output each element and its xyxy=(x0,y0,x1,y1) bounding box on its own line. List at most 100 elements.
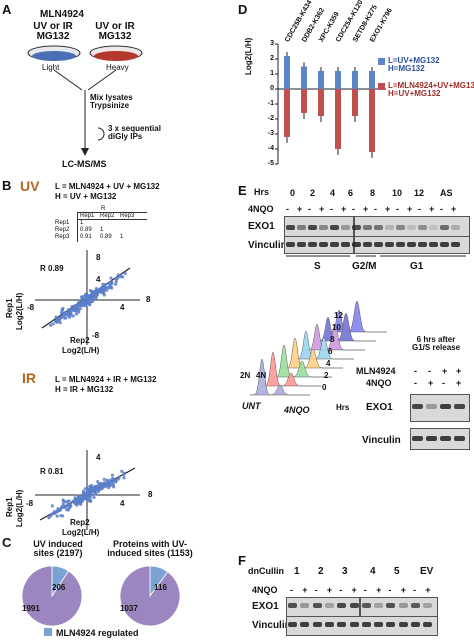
f-vinculin-band xyxy=(423,622,433,627)
step-lcms: LC-MS/MS xyxy=(62,159,107,169)
panel-a-condition: MLN4924 xyxy=(40,9,84,20)
vinculin-band xyxy=(330,242,339,247)
e-timepoint: AS xyxy=(440,188,453,198)
scatter-point xyxy=(59,310,64,315)
scatter-point xyxy=(64,500,68,504)
f-vinculin-band xyxy=(288,622,297,627)
d-bar-red xyxy=(335,89,341,149)
f-group-label: 5 xyxy=(394,566,400,577)
f-exo1-band xyxy=(312,603,322,608)
uv-legend-h: H = UV + MG132 xyxy=(55,192,117,201)
corr-cell: 0.89 xyxy=(100,234,112,240)
scatter-point xyxy=(85,296,89,301)
e-pm-mark: + xyxy=(341,204,347,214)
scatter-point xyxy=(122,473,126,477)
scatter-point xyxy=(93,489,97,493)
side-nqo-pm: - xyxy=(442,378,445,388)
scatter-point xyxy=(92,495,96,499)
corr-cell: 0.89 xyxy=(80,227,92,233)
f-pm-mark: + xyxy=(400,585,406,595)
scatter-point xyxy=(88,499,93,504)
vinculin-band xyxy=(385,242,394,247)
scatter-point xyxy=(94,286,98,291)
exo1-band xyxy=(319,225,328,230)
ir-legend-h: H = IR + MG132 xyxy=(55,385,114,394)
pie-legend-text: MLN4924 regulated xyxy=(56,628,139,638)
scatter-point xyxy=(73,306,77,310)
scatter-point xyxy=(59,513,63,518)
corr-col: Rep3 xyxy=(120,213,135,219)
legend-blue-text: L=UV+MG132 H=MG132 xyxy=(388,56,440,73)
d-ytick-label: -4 xyxy=(267,145,274,152)
scatter-point xyxy=(58,321,62,325)
d-bar-blue xyxy=(352,71,358,89)
f-pm-mark: - xyxy=(413,585,416,595)
exo1-band xyxy=(407,225,416,230)
ir-tick-x4: 4 xyxy=(120,499,125,508)
d-axis xyxy=(275,43,386,165)
scatter-point xyxy=(70,305,74,309)
scatter-point xyxy=(54,315,58,319)
corr-cell: 1 xyxy=(120,234,124,240)
scatter-point xyxy=(97,288,101,292)
scatter-point xyxy=(50,504,54,508)
scatter-point xyxy=(84,304,88,308)
vinculin-band xyxy=(363,242,372,247)
side-exo1-label: EXO1 xyxy=(366,402,393,413)
exo1-band xyxy=(330,225,339,230)
arrow-main-head xyxy=(81,148,89,156)
f-pm-mark: - xyxy=(290,585,293,595)
side-mln-pm: + xyxy=(442,366,448,376)
scatter-point xyxy=(76,309,80,313)
side-mln-pm: - xyxy=(414,366,417,376)
e-timepoint: 2 xyxy=(310,188,316,198)
exo1-band xyxy=(451,225,460,230)
dish-light-sub: Light xyxy=(42,63,60,72)
e-pm-mark: - xyxy=(308,204,311,214)
scatter-point xyxy=(56,509,60,513)
f-pm-mark: + xyxy=(326,585,333,595)
f-exo1-blot-a xyxy=(286,597,360,617)
scatter-point xyxy=(89,490,94,494)
scatter-point xyxy=(99,290,103,294)
flow-histogram xyxy=(249,358,310,396)
pie2-large-value: 1037 xyxy=(120,604,138,613)
f-group-label: EV xyxy=(420,566,434,577)
scatter-point xyxy=(77,300,81,305)
e-timepoint: 12 xyxy=(414,188,425,198)
phase-g1: G1 xyxy=(410,261,424,272)
scatter-point xyxy=(71,314,75,318)
f-nqo-label: 4NQO xyxy=(252,585,278,595)
scatter-point xyxy=(95,485,99,490)
uv-title: UV xyxy=(20,178,40,194)
scatter-point xyxy=(119,275,123,279)
scatter-point xyxy=(58,317,62,322)
e-vinculin-label: Vinculin xyxy=(248,240,287,251)
scatter-point xyxy=(78,303,82,307)
exo1-band xyxy=(297,225,306,230)
scatter-point xyxy=(76,498,80,502)
corr-row-name: Rep1 xyxy=(55,220,70,226)
f-exo1-band xyxy=(361,603,371,608)
legend-blue-swatch xyxy=(378,58,385,65)
e-pm-mark: - xyxy=(352,204,355,214)
side-vinculin-band xyxy=(426,436,437,441)
flow-hrs: Hrs xyxy=(336,403,350,412)
scatter-point xyxy=(67,315,72,319)
scatter-point xyxy=(84,294,88,298)
scatter-point xyxy=(107,482,111,486)
scatter-point xyxy=(116,477,120,481)
scatter-point xyxy=(67,499,71,503)
f-group-label: 1 xyxy=(294,566,300,577)
flow-hour: 2 xyxy=(324,371,329,380)
exo1-band xyxy=(374,225,383,230)
f-group-label: 2 xyxy=(318,566,324,577)
d-ytick-label: -2 xyxy=(267,115,274,122)
flow-4nqo: 4NQO xyxy=(284,405,310,415)
pie2-small-value: 116 xyxy=(154,583,167,592)
side-vinculin-label: Vinculin xyxy=(362,435,401,446)
dish-light-label: UV or IR MG132 xyxy=(33,21,73,42)
scatter-point xyxy=(53,319,58,323)
